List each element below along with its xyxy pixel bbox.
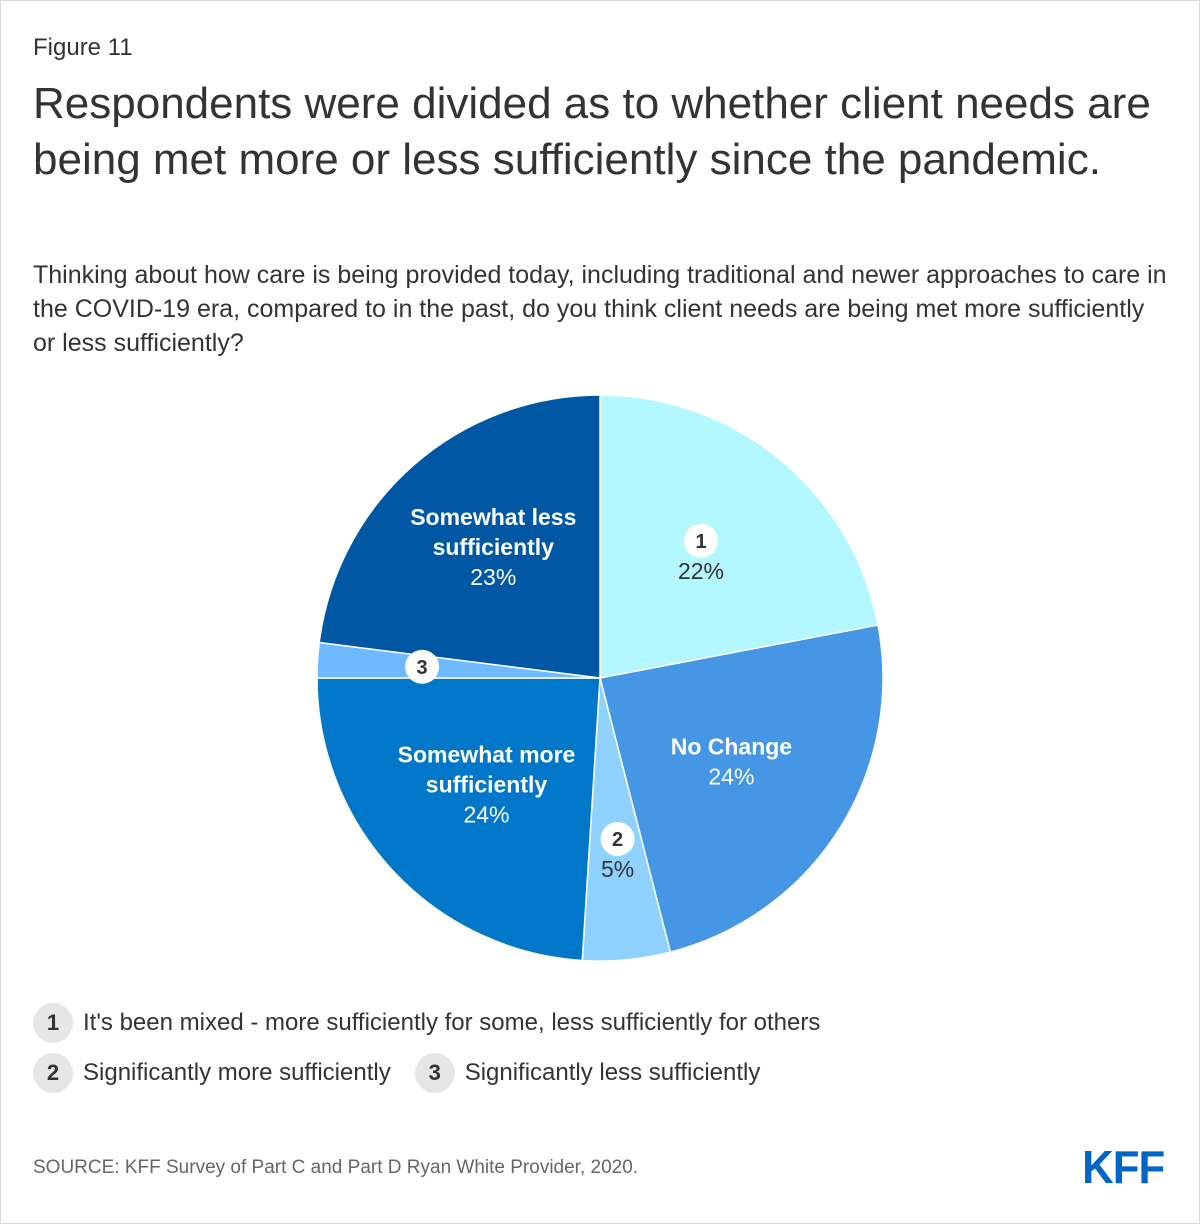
slice-label-6: Somewhat less bbox=[410, 504, 576, 530]
figure-label: Figure 11 bbox=[33, 34, 133, 61]
slice-badge-3: 3 bbox=[417, 657, 428, 679]
slice-badge-circle-2 bbox=[600, 822, 635, 856]
slice-badge-circle-1 bbox=[684, 523, 718, 558]
legend-text-3: Significantly less sufficiently bbox=[464, 1059, 761, 1086]
legend-badge-2: 2 bbox=[33, 1053, 73, 1093]
slice-value-2: 24% bbox=[708, 763, 754, 789]
pie-slice-4 bbox=[316, 677, 601, 962]
chart-title: Respondents were divided as to whether c… bbox=[33, 79, 1151, 184]
slice-label-2: No Change bbox=[671, 733, 792, 759]
legend-item-1: 1 It's been mixed - more sufficiently fo… bbox=[33, 1003, 820, 1043]
pie-slices bbox=[316, 394, 884, 962]
legend-item-2: 2 Significantly more sufficiently bbox=[33, 1053, 391, 1093]
source-note: SOURCE: KFF Survey of Part C and Part D … bbox=[33, 1157, 639, 1178]
legend-row-1: 1 It's been mixed - more sufficiently fo… bbox=[33, 1003, 844, 1043]
slice-value-4: 24% bbox=[463, 802, 509, 828]
slice-label-6: sufficiently bbox=[433, 534, 555, 560]
slice-badge-circle-3 bbox=[405, 649, 440, 684]
slice-value-3: 5% bbox=[601, 856, 634, 882]
legend-text-1: It's been mixed - more sufficiently for … bbox=[83, 1009, 821, 1036]
legend-text-2: Significantly more sufficiently bbox=[83, 1059, 391, 1086]
pie-labels: 1 22% No Change 24% 2 5% Somewhat more sufficie… bbox=[398, 504, 792, 882]
pie-slice-1 bbox=[599, 394, 879, 679]
slice-label-4: sufficiently bbox=[426, 772, 548, 798]
chart-subtitle: Thinking about how care is being provide… bbox=[33, 261, 1167, 357]
slice-value-6: 23% bbox=[470, 564, 516, 590]
legend-badge-3: 3 bbox=[414, 1053, 455, 1093]
slice-badge-2: 2 bbox=[612, 829, 623, 851]
pie-slice-6 bbox=[318, 394, 601, 679]
slice-badge-1: 1 bbox=[695, 531, 706, 553]
pie-slice-2 bbox=[599, 624, 884, 954]
slice-value-1: 22% bbox=[678, 558, 724, 584]
legend-badge-1: 1 bbox=[33, 1003, 73, 1043]
slice-label-4: Somewhat more bbox=[398, 742, 576, 768]
kff-logo: KFF bbox=[1081, 1141, 1165, 1193]
legend-row-2: 2 Significantly more sufficiently 3 Sign… bbox=[33, 1053, 784, 1093]
legend-item-3: 3 Significantly less sufficiently bbox=[414, 1053, 761, 1093]
